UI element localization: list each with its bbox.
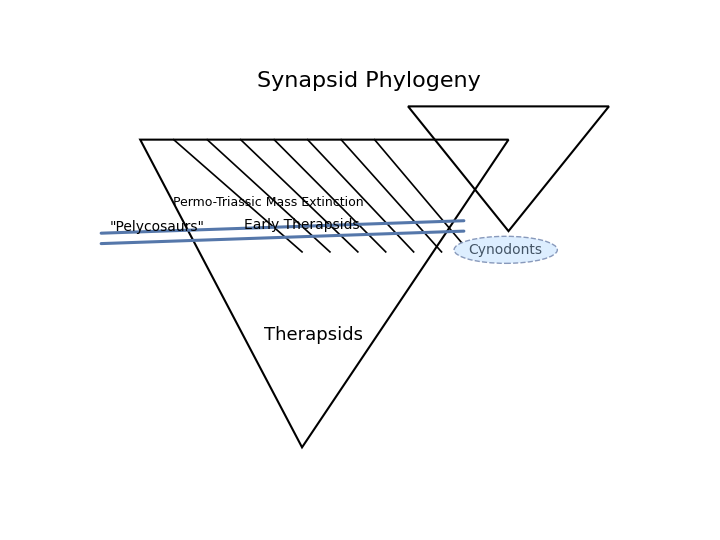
Text: "Pelycosaurs": "Pelycosaurs" (109, 220, 204, 234)
Text: Permo-Triassic Mass Extinction: Permo-Triassic Mass Extinction (174, 195, 364, 208)
Text: Early Therapsids: Early Therapsids (244, 218, 360, 232)
Text: Cynodonts: Cynodonts (469, 243, 543, 257)
Ellipse shape (454, 237, 557, 264)
Text: Therapsids: Therapsids (264, 326, 363, 344)
Text: Synapsid Phylogeny: Synapsid Phylogeny (257, 71, 481, 91)
